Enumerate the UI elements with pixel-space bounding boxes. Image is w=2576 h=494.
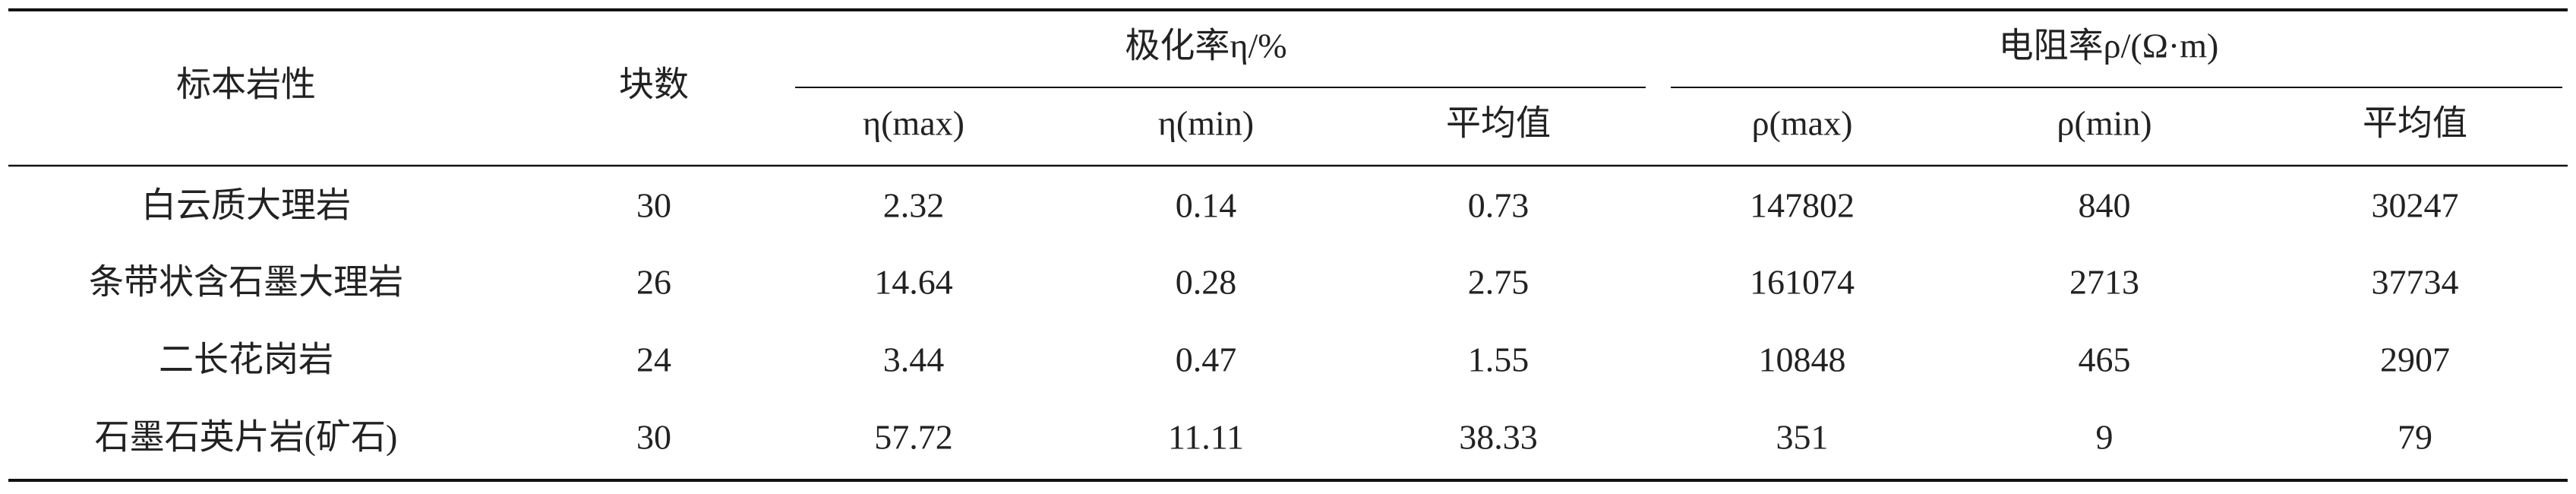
header-cell: 块数 xyxy=(619,65,689,104)
group-header: 电阻率ρ/(Ω·m) xyxy=(1999,27,2219,65)
subheader-cell: η(max) xyxy=(863,104,964,143)
table-cell: 14.64 xyxy=(874,263,953,302)
table-cell: 2.32 xyxy=(883,186,945,225)
group-header: 极化率η/% xyxy=(1125,27,1286,65)
table-cell: 161074 xyxy=(1750,263,1855,302)
table-cell: 二长花岗岩 xyxy=(159,340,333,379)
table-cell: 石墨石英片岩(矿石) xyxy=(95,418,398,457)
table-cell: 2.75 xyxy=(1468,263,1530,302)
header-cell: 标本岩性 xyxy=(176,65,316,104)
table-cell: 1.55 xyxy=(1468,340,1530,379)
table-cell: 465 xyxy=(2079,340,2131,379)
table-cell: 30247 xyxy=(2372,186,2459,225)
subheader-cell: ρ(min) xyxy=(2057,104,2151,143)
table-cell: 11.11 xyxy=(1168,418,1244,457)
table-cell: 白云质大理岩 xyxy=(141,186,351,225)
table-cell: 10848 xyxy=(1759,340,1846,379)
table-cell: 0.28 xyxy=(1176,263,1237,302)
table-cell: 38.33 xyxy=(1459,418,1538,457)
table-cell: 2907 xyxy=(2380,340,2450,379)
table-cell: 2713 xyxy=(2069,263,2139,302)
subheader-cell: 平均值 xyxy=(2363,104,2467,143)
table-cell: 0.73 xyxy=(1468,186,1530,225)
table-cell: 9 xyxy=(2096,418,2114,457)
table-cell: 37734 xyxy=(2372,263,2459,302)
table-cell: 840 xyxy=(2079,186,2131,225)
table-cell: 3.44 xyxy=(883,340,945,379)
table-cell: 条带状含石墨大理岩 xyxy=(89,263,403,302)
table-cell: 26 xyxy=(636,263,671,302)
table-cell: 0.47 xyxy=(1176,340,1237,379)
subheader-cell: 平均值 xyxy=(1446,104,1551,143)
subheader-cell: ρ(max) xyxy=(1752,104,1853,143)
table-cell: 30 xyxy=(636,418,671,457)
table-cell: 57.72 xyxy=(874,418,953,457)
table-cell: 79 xyxy=(2398,418,2432,457)
subheader-cell: η(min) xyxy=(1158,104,1254,143)
table-cell: 30 xyxy=(636,186,671,225)
table-cell: 147802 xyxy=(1750,186,1855,225)
table-cell: 351 xyxy=(1776,418,1829,457)
table-cell: 24 xyxy=(636,340,671,379)
table-cell: 0.14 xyxy=(1176,186,1237,225)
